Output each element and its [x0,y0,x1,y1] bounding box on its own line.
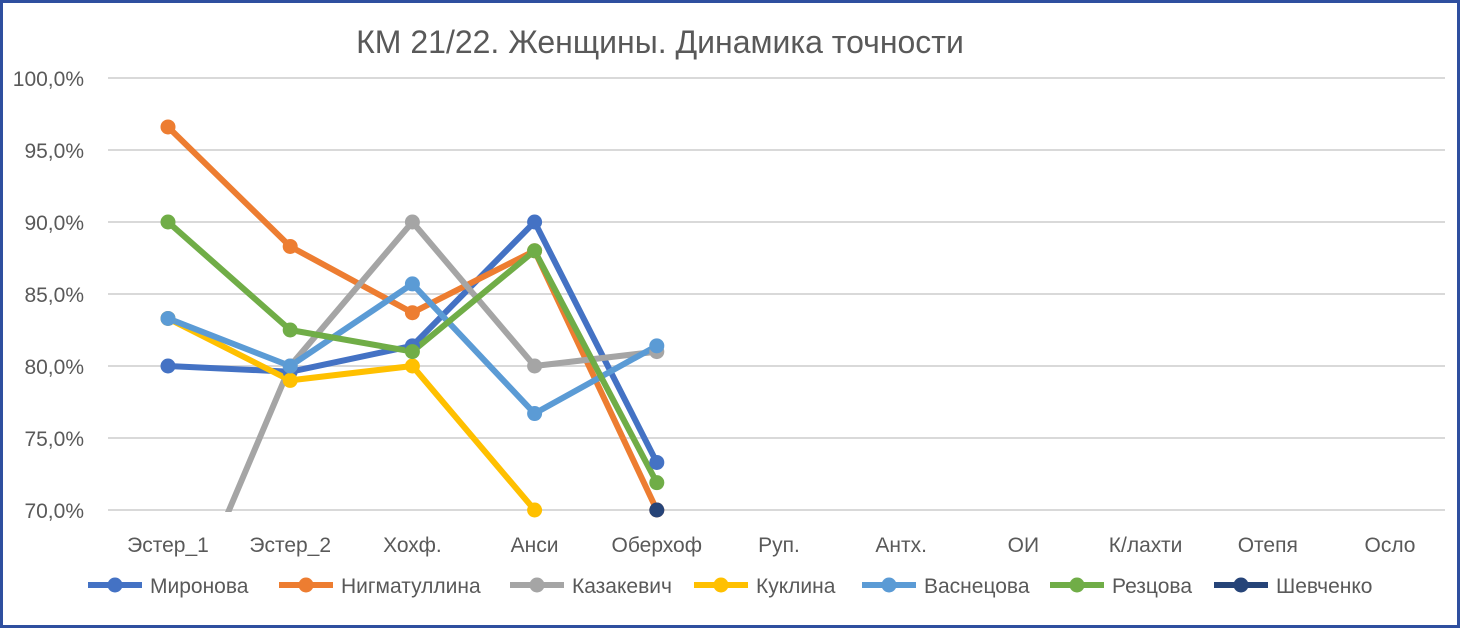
gridlines [108,77,1445,511]
x-tick-label: Руп. [758,534,800,557]
x-tick-label: Оберхоф [612,534,702,557]
series-line-4 [165,315,538,512]
legend-label: Резцова [1112,575,1192,598]
legend-marker [1069,577,1085,593]
legend-marker [529,577,545,593]
legend-label: Нигматуллина [341,575,481,598]
data-point [160,310,176,326]
legend-item: Миронова [88,575,249,598]
data-point [649,502,665,518]
data-point [649,454,665,470]
x-tick-label: Анси [511,534,559,557]
legend-label: Куклина [756,575,836,598]
data-point [404,305,420,321]
legend-label: Миронова [150,575,249,598]
data-point [282,238,298,254]
legend-item: Нигматуллина [279,575,481,598]
y-tick-label: 70,0% [24,500,84,523]
y-tick-label: 85,0% [24,284,84,307]
y-tick-label: 100,0% [13,68,84,91]
x-tick-label: Антх. [875,534,927,557]
x-tick-label: Отепя [1238,534,1298,557]
legend-item: Шевченко [1214,575,1372,598]
data-point [404,214,420,230]
chart-title: КМ 21/22. Женщины. Динамика точности [356,24,964,60]
data-point [649,338,665,354]
data-point [282,358,298,374]
data-point [527,502,543,518]
legend-item: Казакевич [510,575,672,598]
data-point [160,119,176,135]
data-point [160,214,176,230]
legend-marker [1233,577,1249,593]
legend-label: Шевченко [1276,575,1372,598]
data-point [527,406,543,422]
y-axis-tick-labels: 70,0% 75,0% 80,0% 85,0% 90,0% 95,0% 100,0% [13,68,84,523]
data-point [160,358,176,374]
x-tick-label: Эстер_2 [249,534,331,557]
y-tick-label: 80,0% [24,356,84,379]
legend-label: Казакевич [572,575,672,598]
data-point [527,214,543,230]
legend-marker [881,577,897,593]
x-tick-label: К/лахти [1109,534,1183,557]
legend-marker [713,577,729,593]
data-point [527,358,543,374]
legend-label: Васнецова [924,575,1030,598]
data-point [527,243,543,259]
x-tick-label: Эстер_1 [127,534,209,557]
series-points [160,119,665,518]
x-axis-tick-labels: Эстер_1 Эстер_2 Хохф. Анси Оберхоф Руп. Антх. О… [127,534,1415,557]
data-point [404,344,420,360]
legend-item: Резцова [1050,575,1192,598]
data-point [282,372,298,388]
data-point [404,358,420,374]
data-point [404,276,420,292]
legend: Миронова Нигматуллина Казакевич Куклина Васн… [88,575,1372,598]
data-point [649,475,665,491]
y-tick-label: 75,0% [24,428,84,451]
legend-marker [107,577,123,593]
x-tick-label: Хохф. [383,534,442,557]
legend-marker [298,577,314,593]
legend-item: Куклина [694,575,836,598]
x-tick-label: Осло [1364,534,1415,557]
data-point [282,322,298,338]
y-tick-label: 95,0% [24,140,84,163]
x-tick-label: ОИ [1008,534,1039,557]
y-tick-label: 90,0% [24,212,84,235]
legend-item: Васнецова [862,575,1030,598]
